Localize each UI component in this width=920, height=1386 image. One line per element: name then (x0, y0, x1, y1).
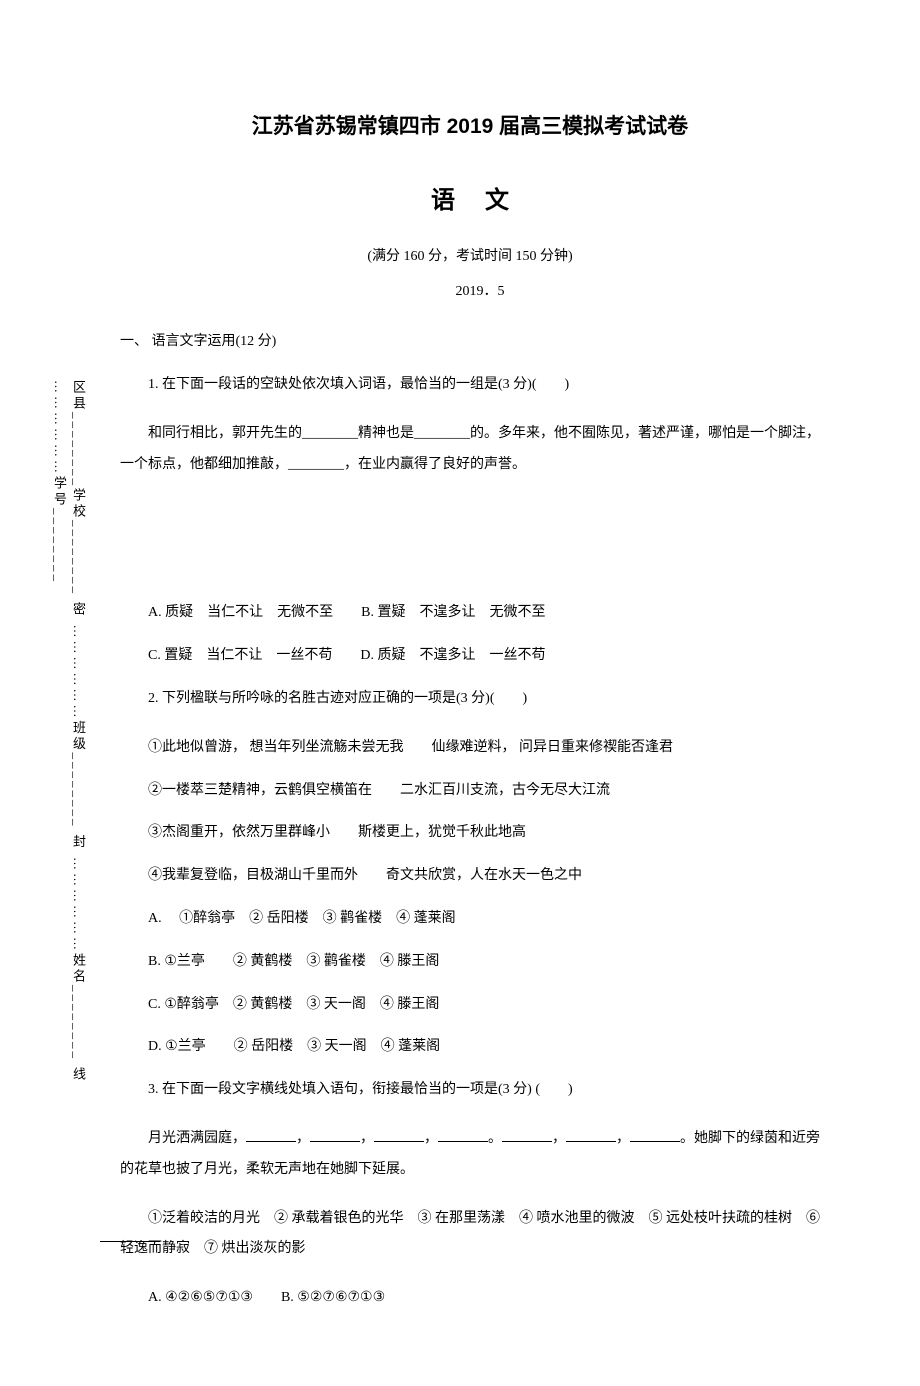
q2-option-a: A. ①醉翁亭 ② 岳阳楼 ③ 鹳雀楼 ④ 蓬莱阁 (120, 904, 820, 935)
q2-line2: ②一楼萃三楚精神，云鹤俱空横笛在 二水汇百川支流，古今无尽大江流 (120, 776, 820, 807)
footer-line (100, 1241, 160, 1242)
spacing-gap (120, 498, 820, 598)
blank-6 (566, 1128, 616, 1142)
q3-options-list: ①泛着皎洁的月光 ② 承载着银色的光华 ③ 在那里荡漾 ④ 喷水池里的微波 ⑤ … (120, 1204, 820, 1266)
blank-7 (630, 1128, 680, 1142)
subject-title: 语文 (120, 180, 820, 215)
sidebar-seal-label: 区县________学校________ 密 ………………班级________ … (50, 380, 88, 1180)
exam-info: (满分 160 分，考试时间 150 分钟) (120, 245, 820, 265)
page-content: 江苏省苏锡常镇四市 2019 届高三模拟考试试卷 语文 (满分 160 分，考试… (0, 0, 920, 1386)
exam-title: 江苏省苏锡常镇四市 2019 届高三模拟考试试卷 (120, 110, 820, 140)
q2-line3: ③杰阁重开，依然万里群峰小 斯楼更上，犹觉千秋此地高 (120, 818, 820, 849)
exam-date: 2019．5 (120, 280, 820, 300)
blank-4 (438, 1128, 488, 1142)
blank-2 (310, 1128, 360, 1142)
blank-5 (502, 1128, 552, 1142)
q2-option-d: D. ①兰亭 ② 岳阳楼 ③ 天一阁 ④ 蓬莱阁 (120, 1032, 820, 1063)
q1-option-ab: A. 质疑 当仁不让 无微不至 B. 置疑 不遑多让 无微不至 (120, 598, 820, 629)
q2-line1: ①此地似曾游， 想当年列坐流觞未尝无我 仙缘难逆料， 问异日重来修禊能否逢君 (120, 733, 820, 764)
q3-passage: 月光洒满园庭，，，，。，，。她脚下的绿茵和近旁的花草也披了月光，柔软无声地在她脚… (120, 1124, 820, 1186)
q3-stem: 3. 在下面一段文字横线处填入语句，衔接最恰当的一项是(3 分) ( ) (120, 1075, 820, 1106)
blank-1 (246, 1128, 296, 1142)
q2-stem: 2. 下列楹联与所吟咏的名胜古迹对应正确的一项是(3 分)( ) (120, 684, 820, 715)
q2-line4: ④我辈复登临，目极湖山千里而外 奇文共欣赏，人在水天一色之中 (120, 861, 820, 892)
q3-passage-prefix: 月光洒满园庭， (148, 1131, 246, 1146)
q1-passage: 和同行相比，郭开先生的________精神也是________的。多年来，他不囿… (120, 419, 820, 481)
q2-option-b: B. ①兰亭 ② 黄鹤楼 ③ 鹳雀楼 ④ 滕王阁 (120, 947, 820, 978)
q2-option-c: C. ①醉翁亭 ② 黄鹤楼 ③ 天一阁 ④ 滕王阁 (120, 990, 820, 1021)
q3-option-ab: A. ④②⑥⑤⑦①③ B. ⑤②⑦⑥⑦①③ (120, 1283, 820, 1314)
blank-3 (374, 1128, 424, 1142)
q1-stem: 1. 在下面一段话的空缺处依次填入词语，最恰当的一组是(3 分)( ) (120, 370, 820, 401)
q1-option-cd: C. 置疑 当仁不让 一丝不苟 D. 质疑 不遑多让 一丝不苟 (120, 641, 820, 672)
section-1-header: 一、 语言文字运用(12 分) (120, 330, 820, 350)
